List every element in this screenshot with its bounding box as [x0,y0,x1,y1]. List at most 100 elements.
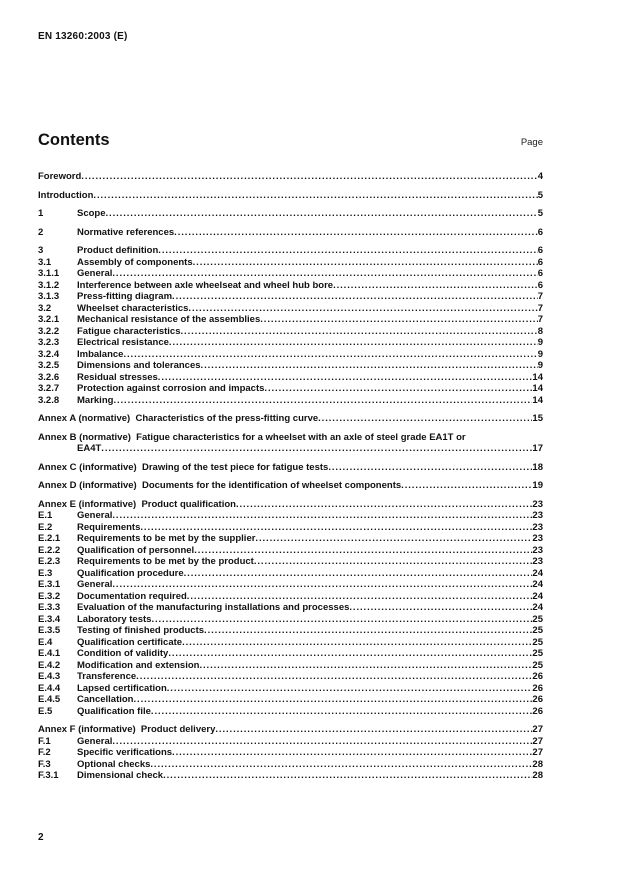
toc-leader-dots [172,291,538,303]
toc-entry-title: General [77,579,113,590]
toc-entry-title: Specific verifications [77,747,173,758]
toc-entry-page: 24 [532,579,543,590]
toc-entry: 3.2.7 Protection against corrosion and im… [38,383,543,395]
toc-entry-number: E.4.3 [38,671,61,682]
toc-entry-title: Qualification certificate [77,636,183,648]
toc-entry: 3.2.5 Dimensions and tolerances 9 [38,360,543,372]
toc-entry: 3.2.8 Marking 14 [38,395,543,407]
toc-leader-dots [158,372,533,384]
toc-entry: 3.1.3 Press-fitting diagram 7 [38,291,543,303]
toc-entry: E.4 Qualification certificate 25 [38,637,543,649]
toc-entry-page: 9 [537,360,543,371]
toc-entry: E.3 Qualification procedure 24 [38,568,543,580]
toc-group: Foreword 4 [38,171,543,183]
toc-entry-number: 3 [38,245,44,256]
toc-entry-page: 5 [537,208,543,219]
toc-entry: Foreword 4 [38,171,543,183]
toc-entry: F.1 General 27 [38,736,543,748]
toc-group: Annex A (normative) Characteristics of t… [38,413,543,425]
toc-entry-title: Transference [77,671,137,682]
contents-header: Contents Page [38,131,543,150]
toc-group: Annex E (informative) Product qualificat… [38,499,543,718]
toc-group: 2 Normative references 6 [38,227,543,239]
toc-entry: 3.2.6 Residual stresses 14 [38,372,543,384]
toc-entry-title: Qualification procedure [77,567,184,579]
toc-entry-title: Annex A (normative) Characteristics of t… [38,413,319,424]
toc-leader-dots [151,614,532,626]
toc-entry-number: E.3.2 [38,590,61,602]
toc-entry-title: Annex B (normative) Fatigue characterist… [38,431,466,443]
toc-entry: 3.2.4 Imbalance 9 [38,349,543,361]
toc-entry: Annex A (normative) Characteristics of t… [38,413,543,425]
toc-leader-dots [136,671,532,683]
toc-leader-dots [204,625,532,637]
toc-entry: F.2 Specific verifications 27 [38,747,543,759]
toc-entry: 3.2 Wheelset characteristics 7 [38,303,543,315]
toc-leader-dots [199,660,532,672]
toc-entry-number: E.3.5 [38,625,61,636]
toc-entry-page: 25 [532,648,543,659]
toc-entry-number: 3.1.1 [38,268,60,279]
toc-entry-page: 7 [537,314,543,325]
toc-entry-page: 24 [532,590,543,602]
toc-entry-page: 14 [532,371,543,383]
toc-entry: E.3.5 Testing of finished products 25 [38,625,543,637]
toc-leader-dots [112,268,537,280]
toc-leader-dots [236,499,532,511]
toc-entry: F.3.1 Dimensional check 28 [38,770,543,782]
toc-entry-page: 26 [532,705,543,717]
toc-entry-title: Residual stresses [77,371,158,383]
toc-entry: Annex F (informative) Product delivery 27 [38,724,543,736]
toc-entry-title: Introduction [38,189,94,201]
toc-entry-title: Requirements to be met by the supplier [77,533,256,544]
toc-entry-number: E.4.1 [38,648,61,659]
toc-leader-dots [174,227,538,239]
toc-entry-page: 26 [532,671,543,682]
toc-entry: Annex E (informative) Product qualificat… [38,499,543,511]
toc-leader-dots [112,579,532,591]
toc-entry-title: Normative references [77,226,175,238]
toc-entry: 1 Scope 5 [38,208,543,220]
toc-entry-page: 6 [537,268,543,279]
toc-entry-page: 4 [537,171,543,182]
toc-group: Annex F (informative) Product delivery 27… [38,724,543,782]
toc-entry-title: Laboratory tests [77,613,152,625]
toc-entry: E.4.3 Transference 26 [38,671,543,683]
toc-entry-page: 6 [537,226,543,238]
toc-leader-dots [349,602,532,614]
toc-entry-number: E.4.2 [38,659,61,671]
toc-leader-dots [182,637,532,649]
toc-entry-title: Optional checks [77,758,151,770]
toc-entry-number: E.5 [38,705,53,717]
toc-entry-page: 23 [532,544,543,556]
toc-entry: E.4.2 Modification and extension 25 [38,660,543,672]
toc-group: Annex C (informative) Drawing of the tes… [38,462,543,474]
toc-group: Annex B (normative) Fatigue characterist… [38,432,543,455]
toc-entry-title: Protection against corrosion and impacts [77,383,265,394]
toc-leader-dots [151,706,533,718]
toc-entry-number: 3.2.3 [38,337,60,348]
toc-leader-dots [188,303,537,315]
toc-entry-page: 23 [532,533,543,544]
toc-entry: E.4.1 Condition of validity 25 [38,648,543,660]
toc-entry-title: Imbalance [77,348,124,360]
toc-entry-title: Wheelset characteristics [77,302,189,314]
toc-entry-number: E.3.3 [38,602,61,613]
toc-entry-title: Scope [77,208,106,219]
toc-entry-number: 3.2.5 [38,360,60,371]
toc-entry-number: E.2.1 [38,533,61,544]
toc-entry: E.3.3 Evaluation of the manufacturing ins… [38,602,543,614]
toc-leader-dots [318,413,532,425]
toc-entry-title: Qualification file [77,705,151,717]
toc-entry-title: Requirements [77,521,141,533]
toc-entry-title: Foreword [38,171,82,182]
toc-leader-dots [163,770,532,782]
toc-group: 1 Scope 5 [38,208,543,220]
toc-entry-number: 2 [38,226,44,238]
toc-entry-page: 25 [532,625,543,636]
toc-entry-number: E.2 [38,521,53,533]
toc-entry: 3.2.1 Mechanical resistance of the assemb… [38,314,543,326]
toc-entry-title: Mechanical resistance of the assemblies [77,314,261,325]
toc-entry-page: 18 [532,461,543,473]
toc-entry-number: E.2.2 [38,544,61,556]
